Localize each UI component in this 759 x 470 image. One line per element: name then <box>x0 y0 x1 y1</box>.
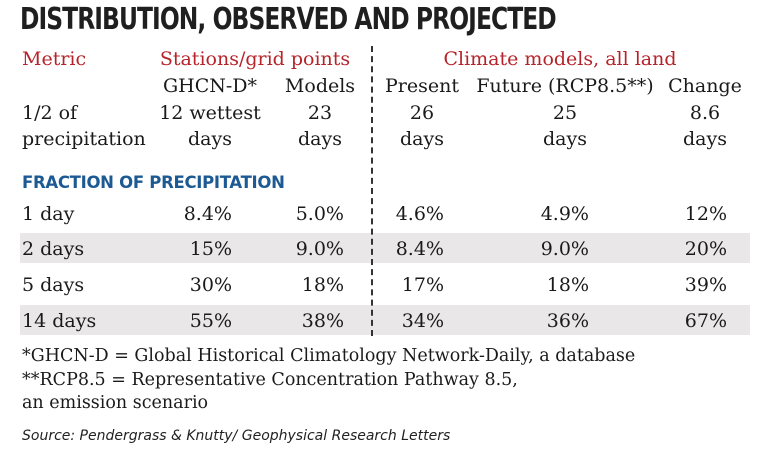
future-column-header: Future (RCP8.5**) <box>476 75 654 97</box>
cell-models: 5.0% <box>295 203 344 225</box>
half-precip-change-line2: days <box>683 128 727 150</box>
half-precip-present-line2: days <box>400 128 444 150</box>
row-label: 1 day <box>22 203 75 225</box>
cell-change: 39% <box>684 274 727 296</box>
footnote-ghcn: *GHCN-D = Global Historical Climatology … <box>22 346 636 366</box>
cell-present: 17% <box>401 274 444 296</box>
metric-header: Metric <box>22 48 87 70</box>
ghcn-column-header: GHCN-D* <box>162 75 258 97</box>
cell-models: 9.0% <box>295 238 344 260</box>
cell-present: 4.6% <box>395 203 444 225</box>
models-group-header: Climate models, all land <box>443 48 677 70</box>
cell-future: 18% <box>546 274 589 296</box>
half-precip-models-line2: days <box>298 128 342 150</box>
footnote-rcp-line1: **RCP8.5 = Representative Concentration … <box>22 370 518 390</box>
cell-future: 4.9% <box>540 203 589 225</box>
cell-future: 36% <box>546 310 589 332</box>
cell-models: 38% <box>301 310 344 332</box>
half-precip-models-line1: 23 <box>307 102 333 124</box>
half-precip-ghcn-line1: 12 wettest <box>159 102 261 124</box>
models-column-header: Models <box>284 75 356 97</box>
cell-ghcn: 15% <box>189 238 232 260</box>
cell-change: 20% <box>684 238 727 260</box>
cell-ghcn: 8.4% <box>183 203 232 225</box>
section-title: FRACTION OF PRECIPITATION <box>22 173 285 192</box>
cell-change: 12% <box>684 203 727 225</box>
half-precip-ghcn-line2: days <box>188 128 232 150</box>
footnote-rcp-line2: an emission scenario <box>22 393 209 413</box>
chart-title: DISTRIBUTION, OBSERVED AND PROJECTED <box>20 2 557 37</box>
half-precip-present-line1: 26 <box>409 102 435 124</box>
cell-models: 18% <box>301 274 344 296</box>
cell-present: 34% <box>401 310 444 332</box>
cell-ghcn: 30% <box>189 274 232 296</box>
stations-group-header: Stations/grid points <box>159 48 351 70</box>
half-precip-label-line1: 1/2 of <box>22 102 78 124</box>
row-label: 2 days <box>22 238 85 260</box>
cell-ghcn: 55% <box>189 310 232 332</box>
row-shade-2-days <box>20 233 750 263</box>
half-precip-future-line2: days <box>543 128 587 150</box>
source-note: Source: Pendergrass & Knutty/ Geophysica… <box>22 428 451 444</box>
half-precip-change-line1: 8.6 <box>689 102 721 124</box>
cell-change: 67% <box>684 310 727 332</box>
cell-present: 8.4% <box>395 238 444 260</box>
present-column-header: Present <box>385 75 459 97</box>
half-precip-label-line2: precipitation <box>22 128 146 150</box>
column-divider <box>371 46 373 336</box>
half-precip-future-line1: 25 <box>552 102 578 124</box>
row-label: 5 days <box>22 274 85 296</box>
cell-future: 9.0% <box>540 238 589 260</box>
row-label: 14 days <box>22 310 97 332</box>
change-column-header: Change <box>668 75 742 97</box>
row-shade-14-days <box>20 305 750 335</box>
